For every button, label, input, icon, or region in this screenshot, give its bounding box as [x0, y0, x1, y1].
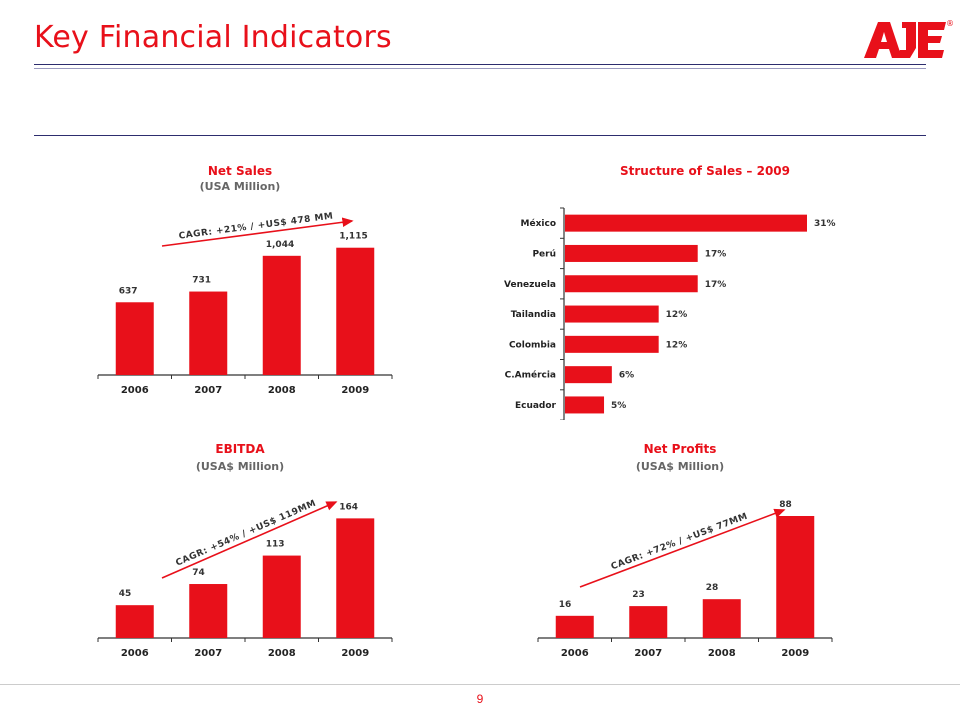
ebitda-category-label-2008: 2008	[268, 648, 296, 659]
structure-bar-1	[565, 244, 698, 262]
ebitda-cagr-arrow	[161, 501, 338, 579]
structure-category-label-2: Venezuela	[504, 280, 556, 290]
net-sales-cagr-arrow	[161, 217, 354, 247]
net-profits-cagr-arrow	[579, 508, 786, 588]
net-sales-value-label-2008: 1,044	[266, 240, 294, 250]
ebitda-category-label-2006: 2006	[121, 648, 149, 659]
ebitda-value-label-2008: 113	[266, 540, 285, 550]
net-profits-subtitle: (USA$ Million)	[635, 460, 725, 473]
net-sales-subtitle: (USA Million)	[199, 180, 281, 193]
aje-logo: ®	[864, 19, 954, 58]
structure-value-label-2: 17%	[705, 280, 727, 290]
net-sales-category-label-2006: 2006	[121, 385, 149, 396]
structure-value-label-0: 31%	[814, 219, 836, 229]
ebitda-title: EBITDA	[215, 442, 265, 456]
net-sales-value-label-2006: 637	[119, 286, 138, 296]
net-profits-cagr-label: CAGR: +72% / +US$ 77MM	[610, 512, 750, 573]
logo-registered-mark: ®	[946, 19, 954, 28]
net-sales-bar-2006	[115, 302, 154, 375]
structure-of-sales-chart: México 31% Perú 17% Venezuela 17% Tailandia 12%…	[504, 207, 836, 420]
ebitda-bar-2009	[336, 518, 375, 638]
net-profits-title: Net Profits	[643, 442, 717, 456]
structure-value-label-5: 6%	[619, 371, 634, 381]
title-underline-secondary	[34, 68, 926, 69]
structure-value-label-4: 12%	[666, 340, 688, 350]
ebitda-category-label-2007: 2007	[194, 648, 222, 659]
structure-value-label-6: 5%	[611, 401, 626, 411]
net-profits-bar-2007	[629, 606, 668, 638]
structure-bar-5	[565, 366, 612, 384]
net-sales-bar-2008	[262, 255, 301, 375]
structure-bar-2	[565, 275, 698, 293]
ebitda-bar-2007	[189, 584, 228, 638]
ebitda-bar-2006	[115, 605, 154, 638]
structure-category-label-4: Colombia	[509, 340, 556, 350]
net-sales-title: Net Sales	[207, 164, 273, 178]
net-profits-bar-2008	[702, 599, 741, 638]
structure-category-label-6: Ecuador	[515, 401, 557, 411]
net-profits-category-label-2006: 2006	[561, 648, 589, 659]
page-title: Key Financial Indicators	[34, 20, 392, 55]
ebitda-value-label-2009: 164	[339, 502, 358, 512]
structure-bar-4	[565, 335, 659, 353]
net-profits-chart: 16 2006 23 2007 28 2008 88 2009 CAGR: +72% / +US…	[537, 500, 833, 659]
ebitda-value-label-2006: 45	[119, 589, 132, 599]
net-sales-category-label-2008: 2008	[268, 385, 296, 396]
structure-bar-3	[565, 305, 659, 323]
net-profits-value-label-2009: 88	[779, 500, 792, 510]
structure-value-label-3: 12%	[666, 310, 688, 320]
page-number: 9	[476, 692, 484, 706]
structure-category-label-0: México	[521, 218, 556, 229]
net-profits-bar-2006	[555, 615, 594, 638]
structure-bar-6	[565, 396, 605, 414]
net-sales-value-label-2009: 1,115	[339, 232, 367, 242]
net-profits-category-label-2007: 2007	[634, 648, 662, 659]
net-sales-category-label-2007: 2007	[194, 385, 222, 396]
ebitda-bar-2008	[262, 555, 301, 638]
section-divider	[34, 135, 926, 136]
net-profits-value-label-2006: 16	[559, 600, 572, 610]
net-sales-bar-2009	[336, 247, 375, 375]
structure-of-sales-title: Structure of Sales – 2009	[620, 164, 790, 178]
structure-category-label-1: Perú	[532, 249, 556, 259]
structure-category-label-5: C.Amércia	[505, 370, 556, 381]
net-sales-value-label-2007: 731	[192, 276, 211, 286]
structure-value-label-1: 17%	[705, 249, 727, 259]
title-underline	[34, 64, 926, 65]
structure-bar-0	[565, 214, 807, 232]
net-profits-bar-2009	[776, 516, 815, 638]
net-profits-category-label-2008: 2008	[708, 648, 736, 659]
ebitda-value-label-2007: 74	[192, 568, 205, 578]
net-profits-value-label-2007: 23	[632, 590, 645, 600]
footer-rule	[0, 684, 960, 685]
net-profits-category-label-2009: 2009	[781, 648, 809, 659]
ebitda-category-label-2009: 2009	[341, 648, 369, 659]
structure-category-label-3: Tailandia	[511, 310, 556, 320]
net-sales-category-label-2009: 2009	[341, 385, 369, 396]
net-profits-value-label-2008: 28	[706, 583, 719, 593]
ebitda-subtitle: (USA$ Million)	[195, 460, 285, 473]
net-sales-bar-2007	[189, 291, 228, 375]
